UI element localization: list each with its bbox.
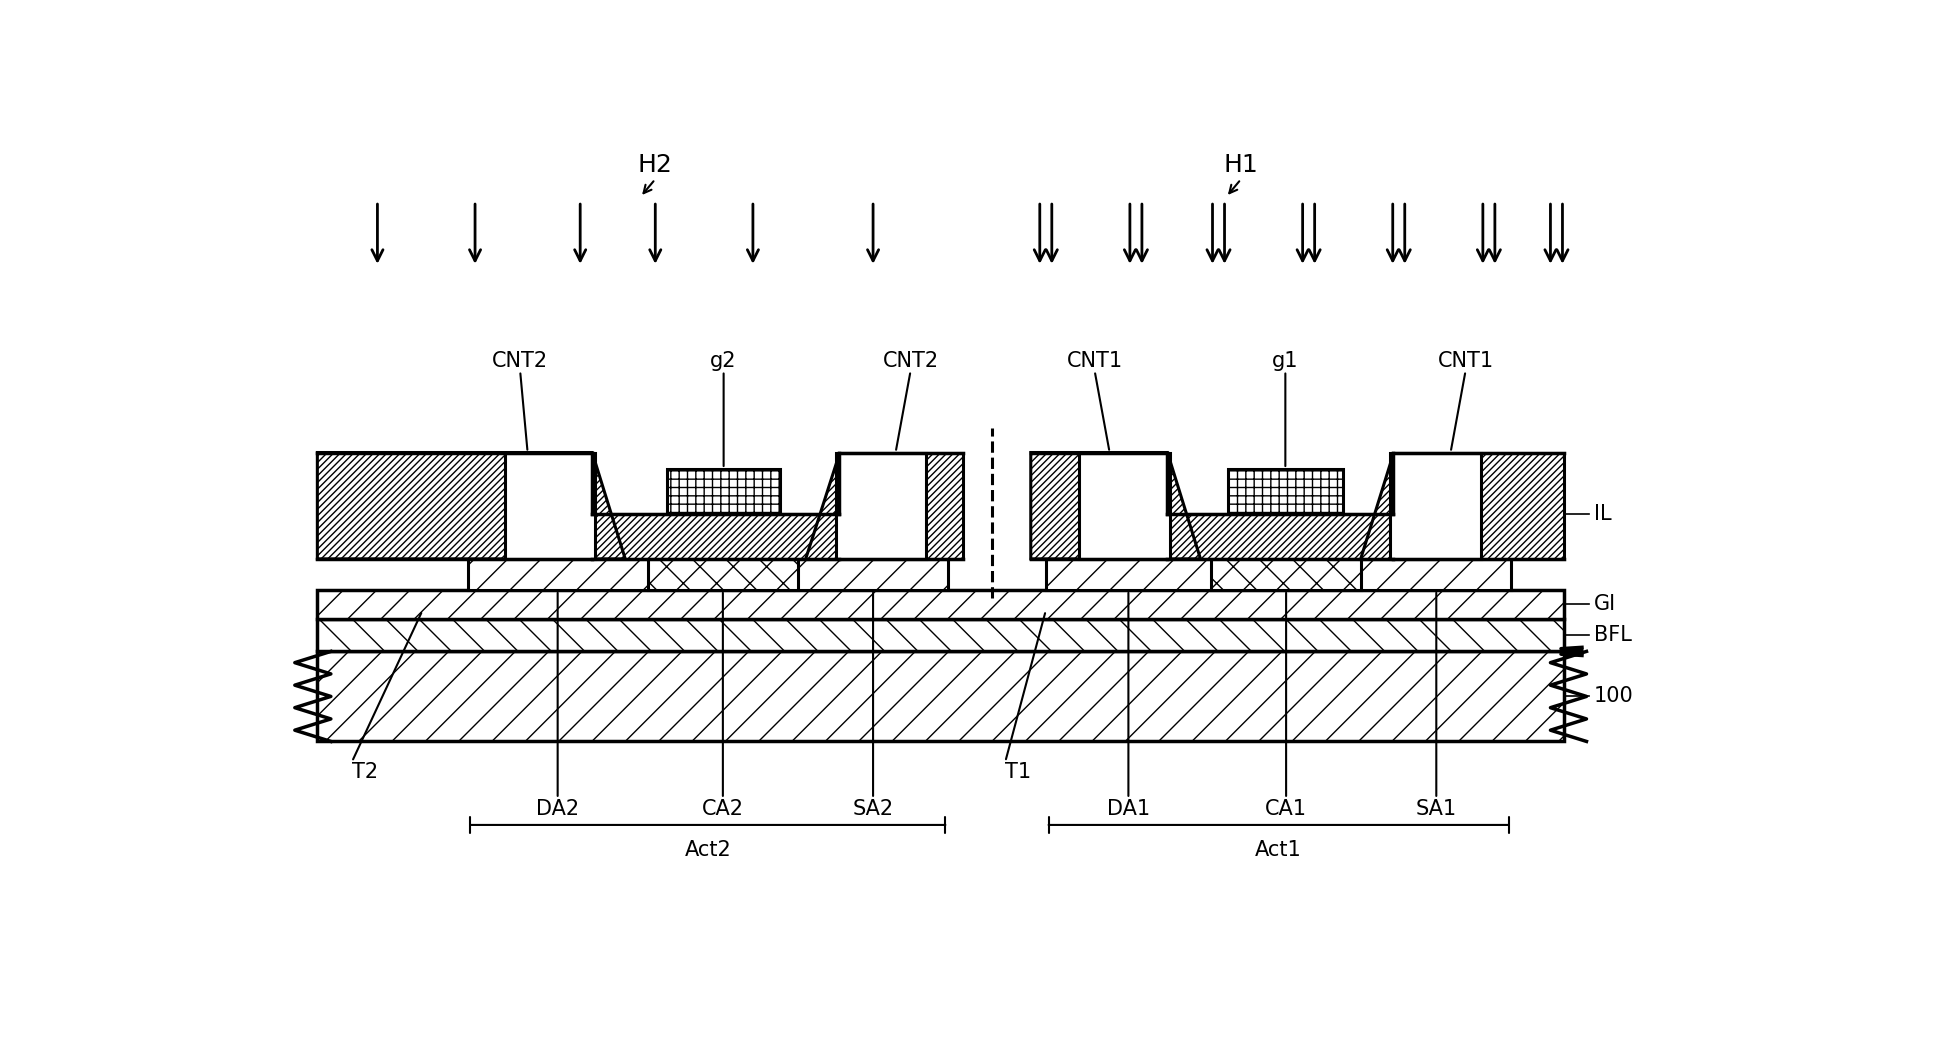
Bar — [1167, 513, 1393, 559]
Bar — [1079, 453, 1171, 559]
Text: CNT1: CNT1 — [1066, 351, 1122, 371]
Text: Act1: Act1 — [1256, 840, 1302, 860]
Bar — [667, 469, 779, 513]
Text: IL: IL — [1593, 504, 1612, 524]
Text: CA2: CA2 — [702, 798, 744, 819]
Bar — [506, 453, 595, 559]
Bar — [1390, 453, 1481, 559]
Text: Act2: Act2 — [684, 840, 731, 860]
Text: g1: g1 — [1271, 351, 1298, 371]
Text: BFL: BFL — [1593, 625, 1632, 645]
Bar — [647, 559, 798, 590]
Bar — [467, 559, 948, 590]
Bar — [318, 652, 1564, 742]
Bar — [1211, 559, 1360, 590]
Polygon shape — [1031, 453, 1200, 559]
Bar — [1047, 559, 1512, 590]
Polygon shape — [806, 453, 963, 559]
Polygon shape — [318, 453, 626, 559]
Bar — [318, 590, 1564, 619]
Text: CA1: CA1 — [1266, 798, 1306, 819]
Text: CNT2: CNT2 — [882, 351, 938, 371]
Text: SA1: SA1 — [1417, 798, 1457, 819]
Bar — [593, 513, 839, 559]
Text: SA2: SA2 — [853, 798, 893, 819]
Polygon shape — [1360, 453, 1564, 559]
Text: H2: H2 — [638, 153, 672, 176]
Bar — [835, 453, 926, 559]
Text: T2: T2 — [353, 762, 378, 782]
Text: 100: 100 — [1593, 687, 1634, 707]
Text: H1: H1 — [1223, 153, 1258, 176]
Text: g2: g2 — [711, 351, 736, 371]
Bar — [318, 619, 1564, 652]
Text: DA2: DA2 — [537, 798, 579, 819]
Text: CNT1: CNT1 — [1438, 351, 1494, 371]
Bar — [1227, 469, 1343, 513]
Text: DA1: DA1 — [1107, 798, 1149, 819]
Text: GI: GI — [1593, 594, 1616, 614]
Text: CNT2: CNT2 — [492, 351, 548, 371]
Text: T1: T1 — [1006, 762, 1031, 782]
